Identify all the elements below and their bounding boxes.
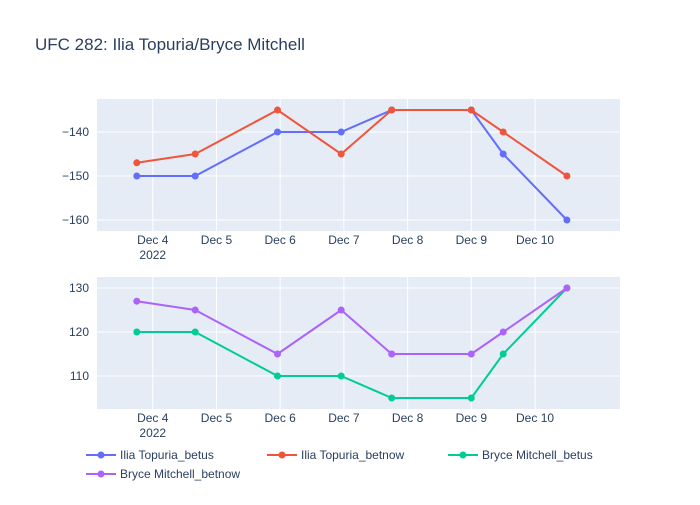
data-point[interactable] <box>191 306 199 314</box>
data-point[interactable] <box>274 128 281 136</box>
x-tick-label: Dec 9 <box>456 411 488 425</box>
data-point[interactable] <box>133 297 141 305</box>
data-point[interactable] <box>133 328 141 336</box>
y-tick-label: 120 <box>69 325 89 339</box>
series-line-0-1 <box>136 109 568 177</box>
data-point[interactable] <box>133 172 141 180</box>
x-tick-label: Dec 8 <box>392 411 424 425</box>
x-tick-label: Dec 7 <box>328 411 360 425</box>
series-line-0-0 <box>136 109 568 221</box>
legend-label: Ilia Topuria_betus <box>120 448 214 462</box>
data-point[interactable] <box>467 394 475 402</box>
data-point[interactable] <box>388 106 396 114</box>
x-tick-year-label: 2022 <box>139 426 166 440</box>
series-line-1-1 <box>136 287 568 355</box>
chart-title: UFC 282: Ilia Topuria/Bryce Mitchell <box>35 35 305 54</box>
legend-item[interactable]: Ilia Topuria_betus <box>86 448 214 462</box>
legend-label: Bryce Mitchell_betnow <box>120 467 240 481</box>
legend: Ilia Topuria_betus Ilia Topuria_betnow Bry… <box>86 448 593 481</box>
data-point[interactable] <box>337 128 345 136</box>
y-tick-label: −140 <box>62 125 89 139</box>
data-point[interactable] <box>337 150 345 158</box>
x-tick-year-label: 2022 <box>139 248 166 262</box>
legend-label: Bryce Mitchell_betus <box>482 448 593 462</box>
legend-marker <box>97 470 105 478</box>
legend-label: Ilia Topuria_betnow <box>301 448 405 462</box>
legend-item[interactable]: Ilia Topuria_betnow <box>267 448 405 462</box>
plot-area-bottom <box>97 277 620 409</box>
x-tick-label: Dec 6 <box>265 233 297 247</box>
legend-marker <box>459 451 467 459</box>
x-tick-label: Dec 8 <box>392 233 424 247</box>
x-tick-label: Dec 5 <box>201 233 233 247</box>
data-point[interactable] <box>563 284 571 292</box>
data-point[interactable] <box>499 350 507 358</box>
data-point[interactable] <box>388 350 396 358</box>
y-tick-label: 110 <box>70 369 89 383</box>
legend-marker <box>278 451 286 459</box>
data-point[interactable] <box>191 328 199 336</box>
data-point[interactable] <box>499 328 507 336</box>
data-point[interactable] <box>337 306 345 314</box>
x-tick-label: Dec 10 <box>516 411 554 425</box>
data-point[interactable] <box>274 372 281 380</box>
data-point[interactable] <box>563 216 571 224</box>
x-tick-label: Dec 9 <box>456 233 488 247</box>
data-point[interactable] <box>388 394 396 402</box>
y-tick-label: −160 <box>62 213 89 227</box>
x-tick-label: Dec 7 <box>328 233 360 247</box>
legend-item[interactable]: Bryce Mitchell_betnow <box>86 467 240 481</box>
data-point[interactable] <box>274 106 281 114</box>
plot-area-top <box>97 99 620 231</box>
data-point[interactable] <box>467 350 475 358</box>
x-tick-label: Dec 4 <box>137 411 169 425</box>
data-point[interactable] <box>191 150 199 158</box>
x-tick-label: Dec 5 <box>201 411 233 425</box>
legend-marker <box>97 451 105 459</box>
data-point[interactable] <box>337 372 345 380</box>
data-point[interactable] <box>191 172 199 180</box>
data-point[interactable] <box>499 150 507 158</box>
series-line-1-0 <box>136 287 568 399</box>
x-tick-label: Dec 6 <box>265 411 297 425</box>
data-point[interactable] <box>467 106 475 114</box>
data-point[interactable] <box>133 159 141 167</box>
x-tick-label: Dec 4 <box>137 233 169 247</box>
legend-item[interactable]: Bryce Mitchell_betus <box>448 448 593 462</box>
y-tick-label: 130 <box>69 281 89 295</box>
data-point[interactable] <box>563 172 571 180</box>
y-tick-label: −150 <box>62 169 89 183</box>
x-tick-label: Dec 10 <box>516 233 554 247</box>
data-point[interactable] <box>499 128 507 136</box>
data-point[interactable] <box>274 350 281 358</box>
